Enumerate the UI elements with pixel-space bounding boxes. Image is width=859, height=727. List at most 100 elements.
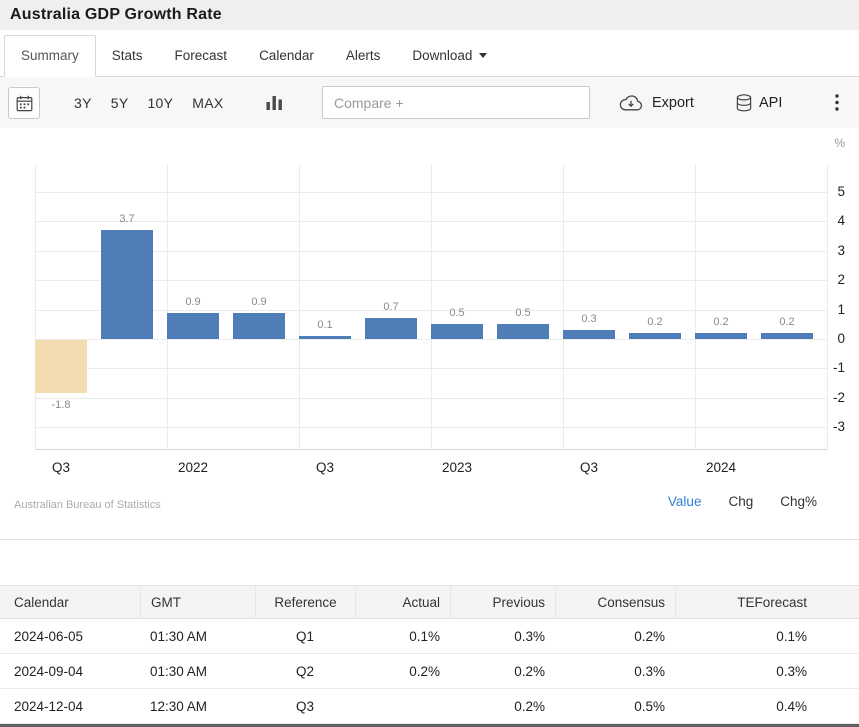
compare-input[interactable] (322, 86, 590, 119)
x-axis-tick: Q3 (315, 460, 334, 475)
bar-value-label: 0.9 (251, 295, 267, 308)
tab-forecast[interactable]: Forecast (174, 48, 228, 63)
x-axis-tick: 2023 (441, 460, 473, 475)
bar-value-label: 0.7 (383, 301, 399, 314)
cell: 0.2% (634, 628, 665, 644)
cloud-download-icon (618, 94, 644, 112)
x-axis-tick: Q3 (51, 460, 70, 475)
gridline (167, 165, 168, 450)
header-cell-calendar: Calendar (14, 594, 69, 610)
chart-bar (365, 318, 417, 339)
chart-bar (233, 312, 285, 339)
y-axis-tick: -1 (832, 360, 845, 376)
cell: Q1 (295, 628, 314, 644)
series-toggle-chgpct[interactable]: Chg% (780, 494, 817, 509)
header-cell-teforecast: TEForecast (675, 586, 859, 618)
y-axis-tick: 5 (837, 184, 845, 199)
kebab-icon (835, 94, 839, 111)
chart-bar (629, 333, 681, 339)
series-toggles: Value Chg Chg% (668, 494, 817, 509)
chart-bar (761, 333, 813, 339)
bar-value-label: 0.5 (515, 307, 531, 320)
cell: 0.3% (776, 663, 807, 679)
chart-bar (101, 230, 153, 339)
table-body: 2024-06-05 01:30 AM Q1 0.1% 0.3% 0.2% 0.1% 2024… (0, 619, 859, 724)
cell: 0.3% (634, 663, 665, 679)
app-header: Australia GDP Growth Rate (0, 0, 859, 30)
export-label: Export (652, 94, 694, 111)
bar-chart-icon (266, 95, 283, 110)
export-button[interactable]: Export (618, 77, 694, 128)
y-axis-tick: 4 (837, 213, 845, 229)
bar-value-label: 3.7 (119, 213, 135, 226)
api-button[interactable]: API (736, 77, 782, 128)
gridline (827, 165, 828, 450)
series-toggle-value[interactable]: Value (667, 494, 702, 509)
bar-value-label: 0.2 (713, 316, 729, 329)
bar-value-label: 0.2 (647, 316, 663, 329)
bar-value-label: -1.8 (51, 398, 71, 411)
cell (355, 689, 450, 723)
bar-value-label: 0.5 (449, 307, 465, 320)
chart-bar (695, 333, 747, 339)
range-buttons: 3Y 5Y 10Y MAX (74, 77, 224, 128)
table-header-row: Calendar GMT Reference Actual Previous Consen… (0, 585, 859, 619)
bar-value-label: 0.2 (779, 316, 795, 329)
calendar-icon (16, 95, 33, 112)
gridline (35, 165, 36, 450)
cell: 0.1% (776, 628, 807, 644)
tab-stats[interactable]: Stats (111, 48, 143, 63)
range-5y[interactable]: 5Y (110, 94, 129, 111)
cell: 0.4% (776, 698, 807, 714)
tab-bar: Summary Stats Forecast Calendar Alerts Downlo… (0, 30, 859, 77)
chart-bar (497, 324, 549, 339)
tab-alerts[interactable]: Alerts (345, 48, 381, 63)
cell: 0.2% (514, 663, 545, 679)
api-label: API (759, 94, 783, 111)
cell: Q2 (295, 663, 314, 679)
data-table: Calendar GMT Reference Actual Previous Consen… (0, 585, 859, 724)
chart-bar (563, 330, 615, 339)
cell: 2024-12-04 (14, 698, 84, 714)
cell: 0.2% (409, 663, 440, 679)
y-axis-tick: 0 (837, 331, 845, 346)
gridline (299, 165, 300, 450)
cell: 0.3% (514, 628, 545, 644)
caret-down-icon (479, 53, 488, 58)
toolbar: 3Y 5Y 10Y MAX Export (0, 77, 859, 128)
gridline (431, 165, 432, 450)
chart-bar (431, 324, 483, 339)
header-cell-consensus: Consensus (555, 586, 675, 618)
cell: 0.2% (514, 698, 545, 714)
chart-card: % -1.8 3.7 0.9 0.9 0.1 0.7 0.5 0.5 0.3 0.2 0.2 0.2 … (0, 128, 859, 540)
range-3y[interactable]: 3Y (74, 94, 92, 111)
calendar-button[interactable] (8, 87, 40, 119)
chart-plot[interactable]: -1.8 3.7 0.9 0.9 0.1 0.7 0.5 0.5 0.3 0.2 0.2 0.2 (35, 165, 828, 450)
chart-type-button[interactable] (266, 95, 283, 110)
tab-calendar[interactable]: Calendar (259, 48, 314, 63)
series-toggle-chg[interactable]: Chg (728, 494, 754, 509)
cell: 01:30 AM (150, 663, 208, 679)
range-max[interactable]: MAX (192, 94, 224, 111)
range-10y[interactable]: 10Y (147, 94, 174, 111)
cell: 2024-06-05 (14, 628, 84, 644)
bar-value-label: 0.9 (185, 295, 201, 308)
gridline (563, 165, 564, 450)
y-axis-tick: 2 (837, 272, 845, 288)
tab-download[interactable]: Download (396, 36, 503, 76)
chart-bar (299, 336, 351, 339)
more-options-button[interactable] (824, 77, 850, 128)
table-bottom-border (0, 724, 859, 727)
tab-summary[interactable]: Summary (4, 35, 96, 77)
header-cell-previous: Previous (450, 586, 555, 618)
y-axis-tick: 1 (837, 301, 845, 317)
x-axis-tick: 2022 (177, 460, 209, 475)
chart-bar (167, 312, 219, 339)
gridline (695, 165, 696, 450)
table-row: 2024-09-04 01:30 AM Q2 0.2% 0.2% 0.3% 0.3% (0, 654, 859, 689)
page-title: Australia GDP Growth Rate (10, 6, 222, 23)
header-cell-actual: Actual (355, 586, 450, 618)
cell: 12:30 AM (150, 698, 208, 714)
y-axis-unit-label: % (834, 136, 845, 150)
